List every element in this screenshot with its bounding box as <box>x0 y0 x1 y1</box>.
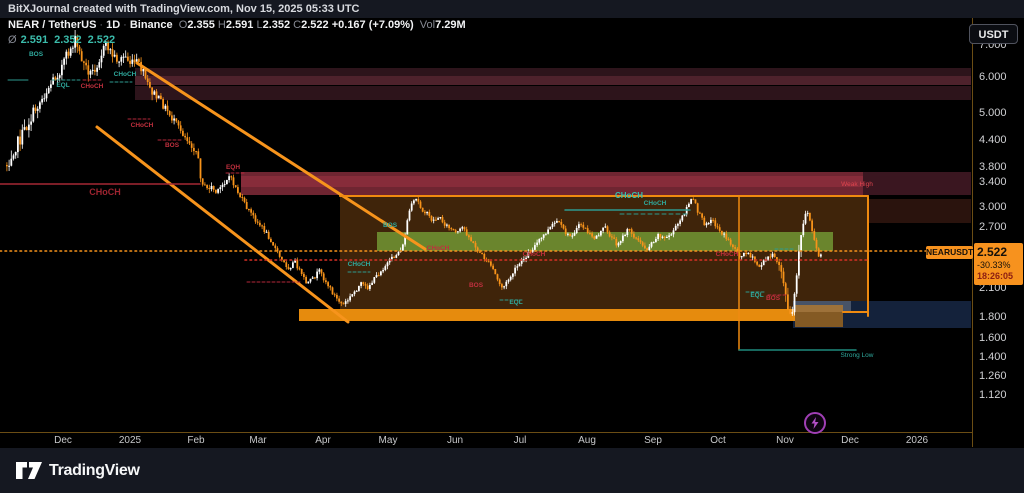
zone-weak-high-stripe <box>241 176 863 187</box>
zone-accumulation-right-extension <box>868 199 971 223</box>
last-price-label[interactable]: 2.522 -30.33% 18:26:05 <box>974 243 1023 285</box>
structure-label-choch-7: CHoCH <box>89 187 121 197</box>
structure-label-choch-16: CHoCH <box>716 251 739 258</box>
structure-label-bos-5: BOS <box>165 142 180 149</box>
structure-label-bos-11: BOS <box>469 282 484 289</box>
exchange-label[interactable]: Binance <box>129 19 173 31</box>
price-tick-1.400: 1.400 <box>979 351 1007 363</box>
time-tick-2026: 2026 <box>905 435 929 446</box>
time-tick-Aug: Aug <box>578 435 596 446</box>
zone-weak-high-extension <box>863 172 971 195</box>
volume-value: 7.29M <box>435 19 466 31</box>
price-tick-2.700: 2.700 <box>979 221 1007 233</box>
low-value: 2.352 <box>262 19 291 31</box>
time-tick-May: May <box>378 435 398 446</box>
avg-symbol: Ø <box>8 34 17 46</box>
bar-countdown: 18:26:05 <box>977 271 1014 282</box>
price-axis-border <box>972 18 973 447</box>
currency-toggle-button[interactable]: USDT <box>969 24 1018 44</box>
ohlc-header-row: NEAR / TetherUS · 1D · Binance O2.355 H2.591… <box>8 19 466 31</box>
price-tick-1.600: 1.600 <box>979 332 1007 344</box>
price-tick-3.400: 3.400 <box>979 176 1007 188</box>
time-tick-Jul: Jul <box>513 435 527 446</box>
lightning-bolt-glyph <box>811 417 819 429</box>
price-tick-1.120: 1.120 <box>979 389 1007 401</box>
structure-label-choch-4: CHoCH <box>131 122 154 129</box>
avg-value-1: 2.591 <box>20 34 49 46</box>
structure-label-choch-15: CHoCH <box>644 200 667 207</box>
price-tick-5.000: 5.000 <box>979 107 1007 119</box>
zone-green-value-zone <box>377 232 833 251</box>
structure-label-bos-9: BOS <box>383 222 398 229</box>
quick-trade-lightning-icon[interactable] <box>804 412 826 434</box>
time-axis[interactable]: Dec 2025 Feb Mar Apr May Jun Jul Aug Sep Oct Nov Dec… <box>0 432 1024 448</box>
structure-label-choch-2: CHoCH <box>81 83 104 90</box>
zone-orange-demand-band <box>299 309 795 321</box>
price-tick-3.000: 3.000 <box>979 201 1007 213</box>
tradingview-logo-mark <box>16 462 42 479</box>
time-tick-Mar: Mar <box>249 435 267 446</box>
structure-label-choch-14: CHoCH <box>615 191 643 200</box>
structure-label-bos-18: BOS <box>766 295 781 302</box>
interval-label[interactable]: 1D <box>106 19 121 31</box>
symbol-name[interactable]: NEAR / TetherUS <box>8 19 97 31</box>
structure-label-choch-3: CHoCH <box>114 71 137 78</box>
time-tick-Dec: Dec <box>841 435 859 446</box>
zone-upper-supply-band-2 <box>135 86 971 100</box>
price-tick-4.400: 4.400 <box>979 134 1007 146</box>
time-tick-Dec: Dec <box>54 435 72 446</box>
zone-orange-light-box <box>795 305 843 327</box>
line-channel-upper <box>135 61 427 251</box>
close-value: 2.522 <box>301 19 329 31</box>
price-tick-3.800: 3.800 <box>979 161 1007 173</box>
structure-label-eql-1: EQL <box>56 82 69 89</box>
price-tick-1.800: 1.800 <box>979 311 1007 323</box>
price-tick-6.000: 6.000 <box>979 71 1007 83</box>
time-tick-Sep: Sep <box>644 435 662 446</box>
tradingview-logo[interactable]: TradingView <box>16 461 140 480</box>
time-tick-Apr: Apr <box>315 435 331 446</box>
structure-label-bos-0: BOS <box>29 51 44 58</box>
structure-label-choch-13: CHoCH <box>523 251 546 258</box>
line-channel-lower <box>95 125 350 324</box>
time-tick-Jun: Jun <box>446 435 464 446</box>
zone-upper-supply-stripe <box>135 76 971 85</box>
structure-label-eql-12: EQL <box>509 299 522 306</box>
tradingview-logo-text: TradingView <box>49 461 140 479</box>
zone-accumulation-box <box>340 197 868 310</box>
structure-label-eqh-6: EQH <box>226 164 240 171</box>
avg-value-2: 2.352 <box>54 34 82 46</box>
price-tick-2.100: 2.100 <box>979 282 1007 294</box>
watermark-text: BitXJournal created with TradingView.com… <box>8 3 360 15</box>
structure-label-weak-high-19: Weak High <box>841 181 873 188</box>
time-tick-2025: 2025 <box>118 435 142 446</box>
high-value: 2.591 <box>225 19 254 31</box>
time-tick-Oct: Oct <box>710 435 726 446</box>
price-change-percent: -30.33% <box>977 260 1011 270</box>
watermark-bar: BitXJournal created with TradingView.com… <box>0 0 1024 18</box>
price-axis[interactable]: 7.000 6.000 5.000 4.400 3.800 3.400 3.000 2.700… <box>973 18 1024 447</box>
structure-label-choch-10: CHoCH <box>427 245 450 252</box>
last-price-value: 2.522 <box>977 245 1008 259</box>
time-tick-Nov: Nov <box>776 435 794 446</box>
indicator-values-row: Ø 2.591 2.352 2.522 <box>8 34 121 46</box>
structure-label-strong-low-20: Strong Low <box>841 352 874 359</box>
avg-value-3: 2.522 <box>87 34 116 46</box>
time-tick-Feb: Feb <box>187 435 205 446</box>
change-value: +0.167 (+7.09%) <box>331 19 414 31</box>
structure-label-choch-8: CHoCH <box>348 261 371 268</box>
price-tick-1.260: 1.260 <box>979 370 1007 382</box>
structure-label-eql-17: EQL <box>750 292 763 299</box>
open-value: 2.355 <box>187 19 215 31</box>
bottom-margin <box>0 447 1024 493</box>
symbol-price-line-tag[interactable]: NEARUSDT <box>926 246 974 259</box>
